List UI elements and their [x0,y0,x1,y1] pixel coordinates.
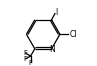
Text: N: N [49,45,55,54]
Text: F: F [23,56,27,63]
Text: F: F [23,50,27,56]
Text: Cl: Cl [69,30,77,39]
Text: I: I [55,8,58,17]
Text: F: F [29,60,33,66]
